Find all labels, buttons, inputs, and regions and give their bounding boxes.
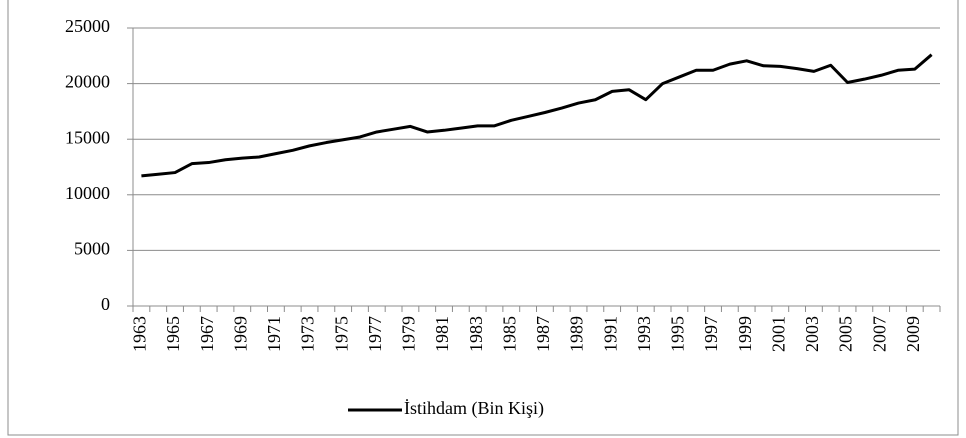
- data-line: [141, 53, 933, 178]
- x-tick-label: 1987: [533, 316, 553, 352]
- x-tick-label: 1971: [264, 316, 284, 352]
- x-tick-label: 1995: [668, 316, 688, 352]
- x-tick-label: 1963: [130, 316, 150, 352]
- x-tick-label: 2009: [903, 316, 923, 352]
- x-tick-label: 1973: [298, 316, 318, 352]
- y-tick-label: 15000: [65, 127, 110, 147]
- x-tick-label: 1967: [197, 316, 217, 352]
- x-tick-label: 1965: [163, 316, 183, 352]
- legend-label: İstihdam (Bin Kişi): [404, 398, 544, 419]
- x-tick-label: 2003: [802, 316, 822, 352]
- x-tick-label: 1969: [230, 316, 250, 352]
- x-tick-label: 1993: [634, 316, 654, 352]
- x-tick-label: 2001: [768, 316, 788, 352]
- x-tick-label: 1983: [466, 316, 486, 352]
- x-tick-label: 1985: [499, 316, 519, 352]
- x-tick-label: 1991: [600, 316, 620, 352]
- x-tick-label: 2007: [869, 316, 889, 352]
- y-tick-label: 10000: [65, 183, 110, 203]
- x-tick-label: 1997: [701, 316, 721, 352]
- x-tick-label: 1999: [735, 316, 755, 352]
- x-tick-label: 1977: [365, 316, 385, 352]
- y-tick-label: 20000: [65, 72, 110, 92]
- y-tick-label: 25000: [65, 16, 110, 36]
- x-tick-label: 1979: [399, 316, 419, 352]
- x-tick-label: 1981: [432, 316, 452, 352]
- y-tick-label: 0: [101, 294, 110, 314]
- y-tick-label: 5000: [74, 239, 110, 259]
- chart-border: [7, 0, 959, 436]
- x-tick-label: 2005: [836, 316, 856, 352]
- x-tick-label: 1989: [567, 316, 587, 352]
- x-tick-label: 1975: [331, 316, 351, 352]
